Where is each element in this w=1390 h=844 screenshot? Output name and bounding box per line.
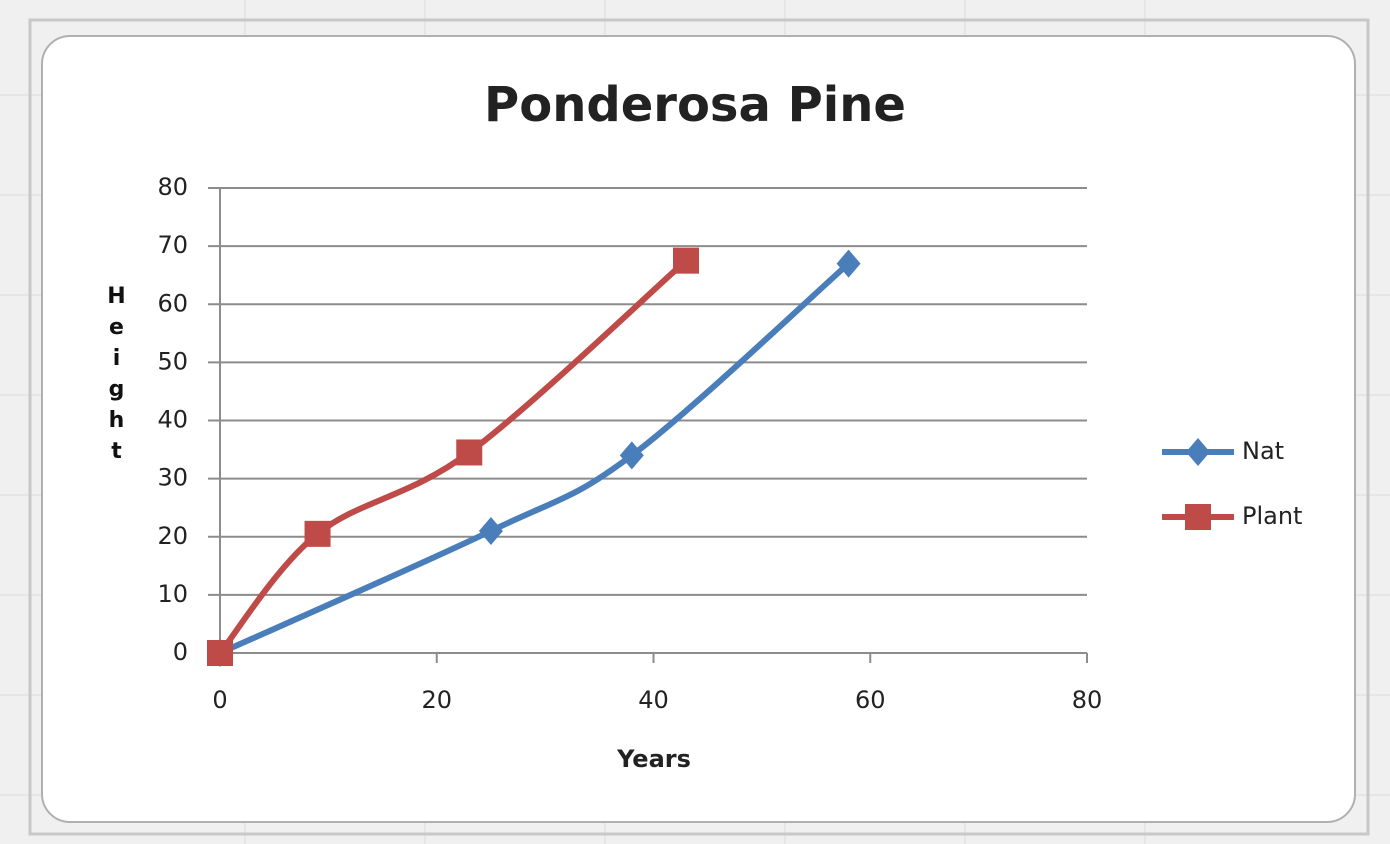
y-tick-label: 50 [157, 347, 188, 375]
chart-title: Ponderosa Pine [484, 77, 906, 133]
x-axis-title: Years [616, 745, 691, 773]
legend-marker [1185, 504, 1211, 530]
data-point [619, 441, 644, 470]
x-tick-label: 80 [1072, 686, 1103, 714]
data-point [207, 640, 233, 666]
data-point [478, 516, 503, 545]
x-tick-label: 20 [421, 686, 452, 714]
chart-area [41, 35, 1356, 823]
legend-marker [1186, 438, 1210, 466]
series-line [218, 261, 851, 656]
legend-label: Nat [1242, 437, 1284, 465]
y-tick-label: 0 [173, 638, 188, 666]
y-tick-label: 40 [157, 406, 188, 434]
y-axis-title: Height [104, 284, 129, 470]
x-tick-label: 40 [638, 686, 669, 714]
y-tick-label: 60 [157, 289, 188, 317]
data-point [673, 247, 700, 274]
selection-frame [28, 18, 1370, 836]
data-point [456, 439, 483, 466]
series-line [217, 258, 689, 655]
y-tick-label: 10 [157, 580, 188, 608]
x-tick-label: 60 [855, 686, 886, 714]
data-point [836, 249, 861, 278]
x-tick-label: 0 [212, 686, 227, 714]
y-tick-label: 30 [157, 464, 188, 492]
y-tick-label: 70 [157, 231, 188, 259]
legend-label: Plant [1242, 502, 1302, 530]
y-tick-label: 80 [157, 173, 188, 201]
data-point [304, 520, 331, 547]
y-tick-label: 20 [157, 522, 188, 550]
